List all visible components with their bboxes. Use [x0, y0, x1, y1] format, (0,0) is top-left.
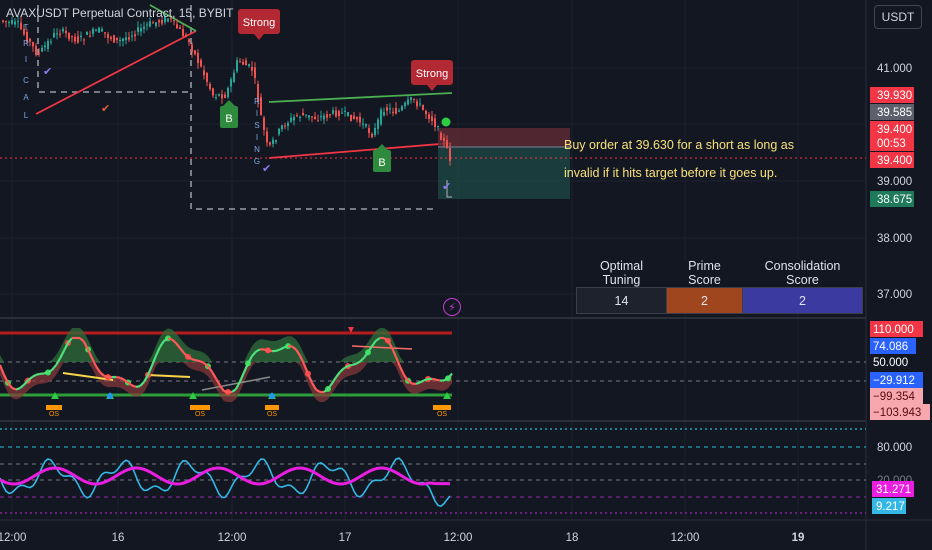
os-label: OS	[267, 411, 277, 418]
osc-label: 50.000	[873, 357, 908, 369]
price-tick-label: 38.000	[877, 233, 912, 245]
optimal-tuning-header: Optimal Tuning	[576, 259, 667, 288]
svg-text:C: C	[23, 76, 29, 85]
osc-label: −99.354	[873, 391, 915, 403]
price-tick-label: 37.000	[877, 289, 912, 301]
osc-label-bg	[870, 338, 916, 354]
currency-button[interactable]: USDT	[874, 5, 922, 29]
annotation-line-1: Buy order at 39.630 for a short as long …	[564, 138, 794, 152]
time-tick-label: 16	[112, 532, 125, 544]
consolidation-score-value: 2	[742, 287, 863, 314]
price-label: 00:53	[877, 138, 906, 150]
candles	[2, 14, 451, 166]
svg-text:R: R	[254, 97, 260, 106]
time-axis[interactable]: 12:00 16 12:00 17 12:00 18 12:00 19	[0, 532, 804, 544]
tuning-table: Optimal Tuning Prime Score Consolidation…	[576, 259, 863, 314]
time-tick-label: 12:00	[218, 532, 247, 544]
price-label-bg	[870, 135, 914, 151]
price-label: 39.930	[877, 90, 912, 102]
time-tick-label: 19	[792, 532, 805, 544]
triangle-vertical-text: T R I C A L	[23, 23, 29, 120]
osc-label-bg	[870, 321, 923, 337]
price-label-bg	[870, 191, 914, 207]
pattern-overlays	[0, 4, 866, 210]
annotation-line-2: invalid if it hits target before it goes…	[564, 166, 778, 180]
prime-score-header: Prime Score	[666, 259, 743, 288]
price-axis[interactable]: 41.000 39.000 38.000 37.000 39.930 39.585 39.4…	[870, 63, 930, 514]
signal-dot	[441, 117, 451, 127]
svg-text:N: N	[254, 145, 260, 154]
lightning-icon[interactable]: ⚡	[443, 298, 461, 316]
svg-text:G: G	[254, 157, 260, 166]
time-tick-label: 12:00	[671, 532, 700, 544]
svg-text:Strong: Strong	[416, 68, 448, 80]
price-label-bg	[870, 87, 914, 103]
strong-sell-label: Strong	[238, 9, 280, 40]
price-label-bg	[870, 152, 914, 168]
price-label-bg	[870, 121, 914, 137]
optimal-tuning-value: 14	[576, 287, 667, 314]
svg-text:I: I	[256, 133, 258, 142]
time-tick-label: 17	[339, 532, 352, 544]
price-tick-label: 41.000	[877, 63, 912, 75]
svg-text:S: S	[254, 121, 259, 130]
osc-label-bg	[870, 388, 923, 404]
osc2-label: 31.271	[876, 484, 911, 496]
svg-text:A: A	[23, 93, 29, 102]
svg-text:✔: ✔	[101, 103, 110, 115]
osc-label: −103.943	[873, 407, 921, 419]
svg-text:✔: ✔	[43, 66, 52, 78]
prime-score-value: 2	[666, 287, 743, 314]
symbol-title[interactable]: AVAXUSDT Perpetual Contract, 15, BYBIT	[6, 6, 234, 20]
price-label-bg	[870, 104, 914, 120]
rising-vertical-text: R I S I N G	[254, 97, 260, 166]
strong-sell-label: Strong	[411, 60, 453, 91]
osc2-label-bg	[872, 481, 914, 497]
os-label: OS	[49, 411, 59, 418]
osc2-label: 80.000	[877, 442, 912, 454]
svg-text:B: B	[225, 113, 232, 125]
svg-text:✔: ✔	[262, 163, 271, 175]
svg-text:I: I	[256, 109, 258, 118]
osc-label: −29.912	[873, 375, 915, 387]
svg-text:T: T	[24, 23, 29, 32]
price-tick-label: 39.000	[877, 176, 912, 188]
svg-text:Strong: Strong	[243, 17, 275, 29]
osc-label-bg	[870, 404, 930, 420]
osc-label: 74.086	[873, 341, 908, 353]
time-tick-label: 18	[566, 532, 579, 544]
svg-text:L: L	[24, 111, 29, 120]
oscillator-2-pane	[0, 428, 866, 514]
os-label: OS	[437, 411, 447, 418]
price-label: 39.400	[877, 155, 912, 167]
price-label: 39.585	[877, 107, 912, 119]
os-label: OS	[195, 411, 205, 418]
consolidation-score-header: Consolidation Score	[742, 259, 863, 288]
price-label: 39.400	[877, 124, 912, 136]
buy-label: B	[220, 100, 238, 128]
buy-label: B	[373, 144, 391, 172]
svg-text:✔: ✔	[442, 181, 451, 193]
check-marks: ✔ ✔ ✔ ✔	[43, 66, 451, 193]
osc2-label-bg	[872, 498, 906, 514]
osc2-label: 9.217	[876, 501, 905, 513]
signal-labels: Strong Strong B B	[220, 9, 453, 172]
price-label: 38.675	[877, 194, 912, 206]
time-tick-label: 12:00	[444, 532, 473, 544]
osc-label-bg	[870, 372, 923, 388]
time-tick-label: 12:00	[0, 532, 26, 544]
svg-text:B: B	[378, 157, 385, 169]
svg-text:R: R	[23, 39, 29, 48]
oscillator-1-pane: OS OS OS OS	[0, 327, 866, 418]
svg-text:I: I	[25, 55, 27, 64]
osc-label: 110.000	[873, 324, 914, 336]
